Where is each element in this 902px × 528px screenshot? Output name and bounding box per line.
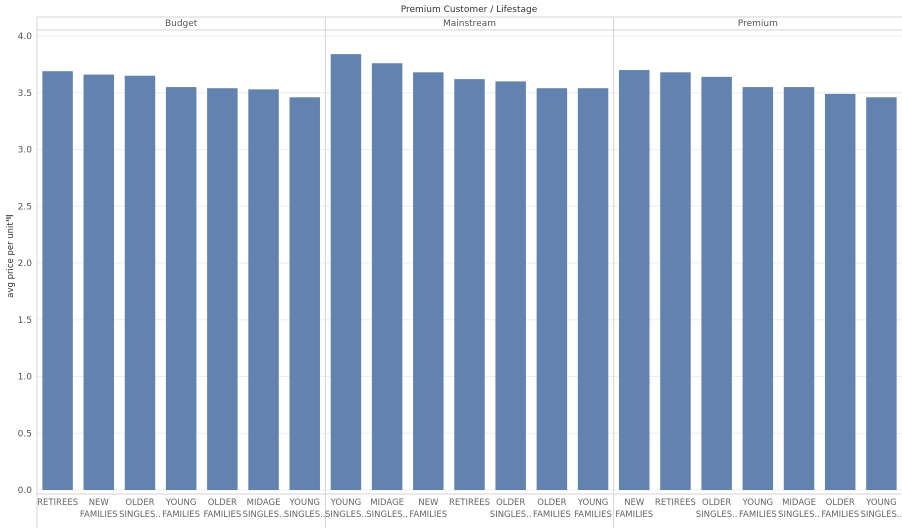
y-tick-label: 3.5 [18, 89, 32, 99]
panel-header: Budget [165, 19, 198, 29]
x-tick-label: NEW [89, 498, 110, 508]
x-tick-label: OLDER [826, 498, 855, 508]
x-tick-label: MIDAGE [370, 498, 404, 508]
y-tick-label: 2.5 [18, 202, 32, 212]
x-tick-label: OLDER [208, 498, 237, 508]
bar[interactable] [42, 71, 73, 490]
y-tick-label: 2.0 [18, 259, 33, 269]
bar[interactable] [619, 70, 650, 491]
bar[interactable] [83, 74, 115, 490]
x-tick-label: SINGLES.. [284, 510, 326, 520]
y-tick-label: 1.5 [18, 316, 32, 326]
x-tick-label: FAMILIES [615, 510, 653, 520]
bar[interactable] [701, 76, 732, 491]
x-tick-label: SINGLES.. [861, 510, 902, 520]
x-tick-label: RETIREES [655, 498, 696, 508]
bar[interactable] [495, 81, 526, 491]
x-tick-label: YOUNG [742, 498, 774, 508]
bar[interactable] [742, 87, 774, 490]
x-tick-label: FAMILIES [574, 510, 612, 520]
x-tick-label: FAMILIES [80, 510, 118, 520]
x-tick-label: FAMILIES [162, 510, 200, 520]
bar[interactable] [124, 75, 156, 490]
bars [42, 54, 897, 491]
bar[interactable] [783, 87, 815, 490]
bar[interactable] [413, 72, 444, 490]
y-tick-label: 0.5 [18, 429, 32, 439]
x-tick-label: YOUNG [577, 498, 609, 508]
chart-frame: Budget Mainstream Premium [36, 16, 902, 528]
x-tick-label: RETIREES [37, 498, 78, 508]
sort-icon[interactable] [6, 215, 13, 222]
bar[interactable] [165, 87, 197, 490]
x-tick-label: SINGLES.. [366, 510, 408, 520]
x-tick-label: YOUNG [330, 498, 362, 508]
y-axis-title: avg price per unit [6, 222, 16, 298]
x-tick-label: OLDER [702, 498, 731, 508]
x-tick-label: SINGLES.. [119, 510, 161, 520]
y-axis-title-group: avg price per unit [6, 222, 16, 298]
bar[interactable] [289, 97, 320, 490]
x-tick-label: MIDAGE [782, 498, 816, 508]
x-tick-label: FAMILIES [203, 510, 241, 520]
bar[interactable] [866, 97, 897, 490]
category-labels: RETIREES NEWFAMILIESOLDERSINGLES..YOUNGFA… [37, 498, 902, 520]
x-tick-label: SINGLES.. [325, 510, 367, 520]
x-tick-label: SINGLES.. [696, 510, 738, 520]
x-tick-label: FAMILIES [821, 510, 859, 520]
bar[interactable] [536, 88, 568, 491]
x-tick-label: NEW [418, 498, 439, 508]
x-tick-label: OLDER [537, 498, 566, 508]
x-tick-label: RETIREES [449, 498, 490, 508]
bar[interactable] [248, 89, 279, 490]
x-tick-label: SINGLES.. [243, 510, 285, 520]
x-tick-label: FAMILIES [409, 510, 447, 520]
x-tick-label: YOUNG [865, 498, 897, 508]
y-tick-label: 0.0 [18, 486, 33, 496]
y-tick-label: 3.0 [18, 146, 33, 156]
bar[interactable] [371, 63, 403, 491]
y-tick-label: 4.0 [18, 32, 33, 42]
x-tick-label: FAMILIES [533, 510, 571, 520]
x-tick-label: YOUNG [165, 498, 197, 508]
bar[interactable] [454, 79, 485, 490]
x-tick-label: OLDER [496, 498, 525, 508]
panel-header: Premium [738, 19, 778, 29]
x-tick-label: NEW [624, 498, 645, 508]
x-tick-label: FAMILIES [739, 510, 777, 520]
bar[interactable] [824, 93, 856, 490]
x-tick-label: OLDER [125, 498, 154, 508]
bar[interactable] [330, 54, 362, 490]
chart-title: Premium Customer / Lifestage [401, 5, 538, 15]
x-tick-label: SINGLES.. [490, 510, 532, 520]
y-tick-label: 1.0 [18, 373, 33, 383]
bar[interactable] [660, 72, 691, 490]
x-tick-label: SINGLES.. [778, 510, 820, 520]
x-tick-label: YOUNG [288, 498, 320, 508]
panel-header: Mainstream [443, 19, 496, 29]
bar[interactable] [207, 88, 238, 491]
bar[interactable] [577, 88, 609, 491]
y-axis: 0.0 0.5 1.0 1.5 2.0 2.5 3.0 3.5 4.0 [18, 32, 33, 496]
x-tick-label: MIDAGE [247, 498, 281, 508]
